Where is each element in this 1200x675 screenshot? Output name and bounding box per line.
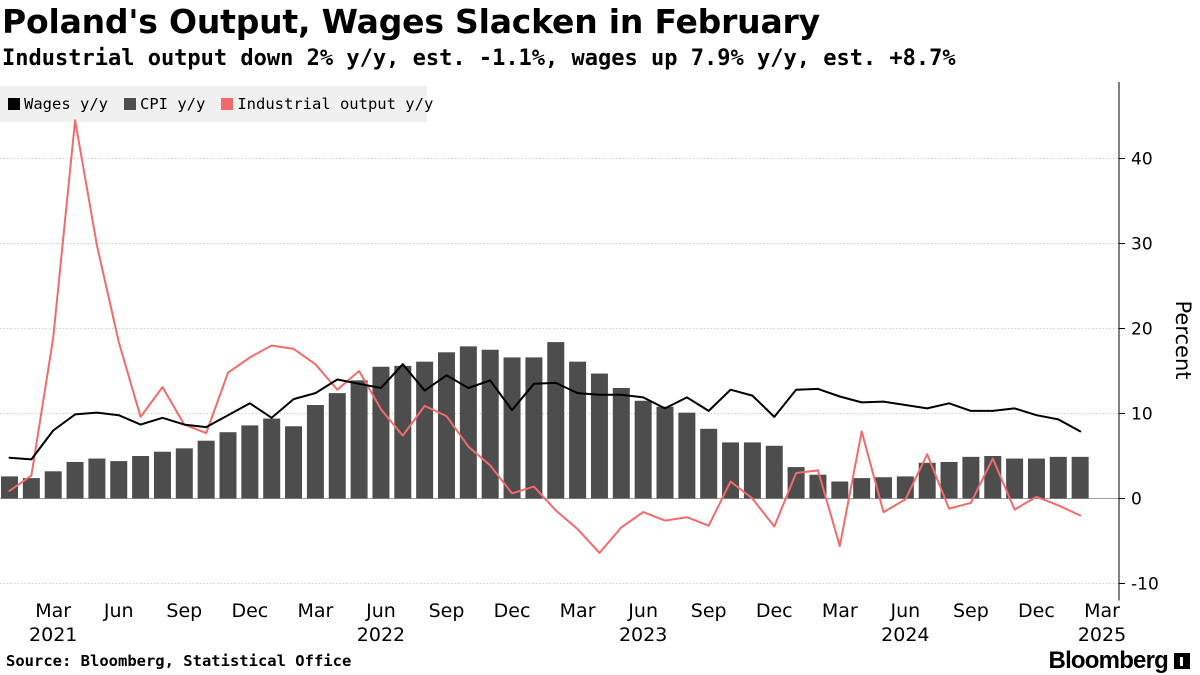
chart-subtitle: Industrial output down 2% y/y, est. -1.1… [2,46,956,71]
cpi-bar [197,440,215,499]
cpi-bar [1071,456,1089,499]
cpi-bar [44,471,62,499]
x-tick-label: Jun [365,600,396,622]
x-tick-label: Jun [890,600,921,622]
cpi-bar [547,342,565,499]
cpi-bar [285,426,303,499]
x-year-label: 2024 [881,624,929,646]
cpi-bar [350,380,368,499]
cpi-bar [241,425,259,499]
y-tick-label: 0 [1131,490,1142,510]
x-tick-label: Jun [627,600,658,622]
chart-title: Poland's Output, Wages Slacken in Februa… [2,2,820,41]
y-tick-label: 20 [1131,320,1153,340]
cpi-bar [853,478,871,499]
cpi-bar [722,442,740,499]
cpi-bar [1,476,18,499]
cpi-bar [1006,458,1024,499]
cpi-bar [831,481,849,499]
cpi-bar [153,451,171,499]
cpi-bar [372,366,390,499]
brand-name: Bloomberg [1048,647,1169,674]
y-tick-label: 40 [1131,150,1153,170]
x-tick-label: Dec [756,600,793,622]
x-tick-label: Sep [429,600,465,622]
legend-item-cpi: CPI y/y [124,95,205,113]
cpi-bar [219,432,237,499]
source-note: Source: Bloomberg, Statistical Office [6,652,352,670]
bloomberg-logo: Bloomberg [1049,647,1190,675]
cpi-bar [175,448,193,499]
x-tick-label: Dec [231,600,268,622]
legend-label-cpi: CPI y/y [140,95,206,113]
y-tick-label: -10 [1131,575,1159,595]
cpi-bar [1049,456,1067,499]
legend-label-wages: Wages y/y [24,95,108,113]
cpi-bar [590,373,608,499]
y-tick-label: 10 [1131,405,1153,425]
cpi-bar [438,352,455,499]
x-tick-label: Mar [35,600,71,622]
cpi-bar [656,406,674,499]
cpi-bar [503,357,521,499]
wages-line [8,363,1082,461]
cpi-bar [328,393,346,499]
cpi-bar [787,467,805,499]
cpi-bar [962,456,980,499]
y-tick-label: 30 [1131,235,1153,255]
legend-item-wages: Wages y/y [8,95,108,113]
cpi-bar [918,462,936,499]
cpi-bar [394,365,412,499]
x-tick-label: Jun [103,600,134,622]
cpi-bar [612,388,630,499]
x-tick-label: Mar [822,600,858,622]
cpi-bar [1027,458,1045,499]
x-tick-label: Dec [1018,600,1055,622]
cpi-bar [306,405,324,499]
legend-label-industrial-output: Industrial output y/y [237,95,434,113]
cpi-bar [416,361,434,499]
cpi-bar [481,349,499,499]
cpi-bar [110,461,128,499]
x-tick-label: Mar [560,600,596,622]
x-year-label: 2023 [619,624,667,646]
y-axis-title: Percent [1171,300,1195,379]
cpi-bar [525,357,543,499]
cpi-bar [66,461,84,499]
legend-swatch-cpi [124,98,136,110]
x-tick-label: Sep [953,600,989,622]
cpi-bar [700,428,718,499]
x-year-label: 2022 [357,624,405,646]
x-tick-label: Sep [691,600,727,622]
legend-item-industrial-output: Industrial output y/y [221,95,433,113]
cpi-bar [132,456,150,499]
x-tick-label: Mar [1084,600,1120,622]
legend-swatch-industrial-output [221,98,234,110]
cpi-bar [263,418,281,499]
legend-swatch-wages [8,98,20,110]
cpi-bar [459,346,477,499]
cpi-bar [634,400,652,499]
cpi-bar [678,412,696,499]
x-year-label: 2025 [1078,624,1126,646]
cpi-bar [940,461,958,499]
x-tick-label: Mar [297,600,333,622]
cpi-bar [765,445,783,499]
x-year-label: 2021 [29,624,77,646]
bloomberg-mark-icon [1174,653,1190,669]
cpi-bar [743,442,761,499]
cpi-bar [88,458,106,499]
cpi-bar [984,456,1002,499]
x-tick-label: Sep [166,600,202,622]
x-tick-label: Dec [494,600,531,622]
cpi-bar [569,361,587,499]
cpi-bar [22,478,40,499]
chart-legend: Wages y/y CPI y/y Industrial output y/y [0,86,433,122]
cpi-bar [809,474,827,499]
